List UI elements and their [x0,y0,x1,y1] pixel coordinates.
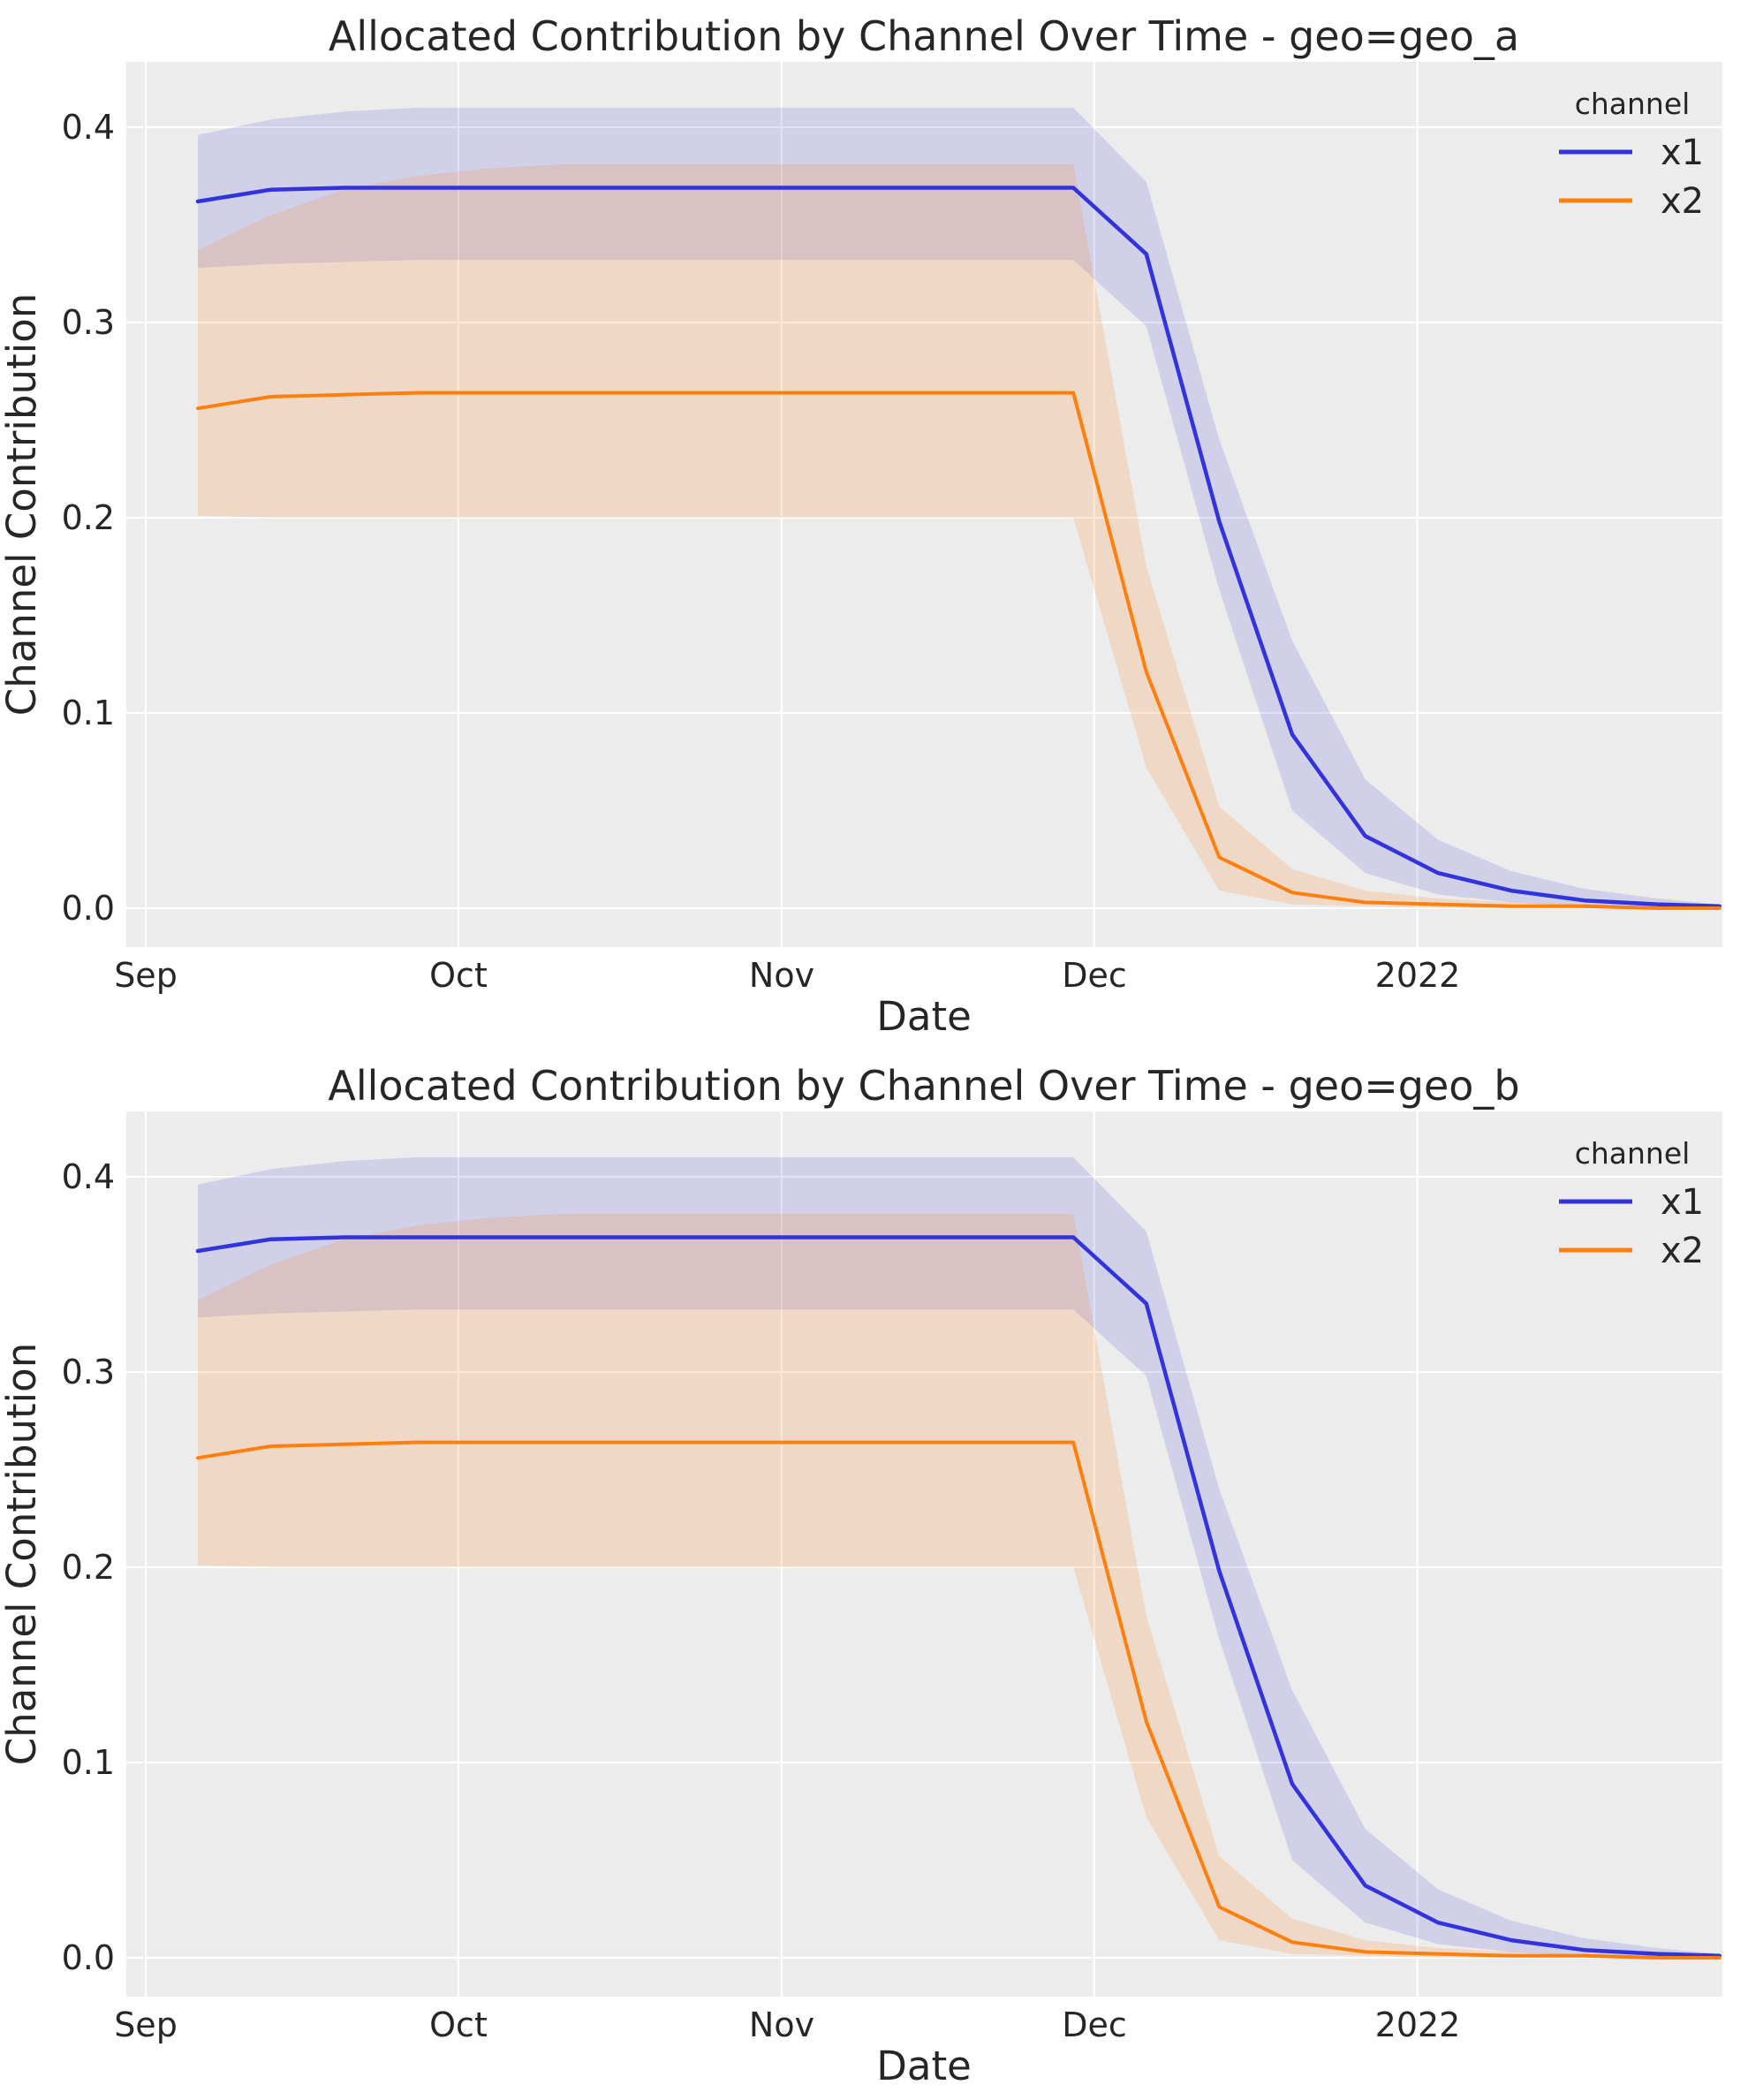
y-tick-label: 0.2 [62,1548,115,1587]
legend-item-x1: x1 [1661,133,1704,173]
y-tick-label: 0.4 [62,1157,115,1196]
y-axis-label: Channel Contribution [0,293,45,716]
x-axis-label: Date [876,993,972,1040]
series-line-x2 [196,1440,1722,1960]
series-line-x1 [195,1235,1722,1959]
y-tick-label: 0.1 [62,694,115,732]
y-tick-label: 0.0 [62,889,115,928]
x-tick-label: Oct [429,2005,488,2044]
legend-item-x2: x2 [1661,181,1704,222]
chart-title: Allocated Contribution by Channel Over T… [329,12,1519,60]
chart-title: Allocated Contribution by Channel Over T… [328,1062,1519,1110]
x-axis-label: Date [876,2043,972,2089]
y-tick-label: 0.3 [62,1353,115,1391]
series-line-x2 [196,390,1722,910]
y-axis-label: Channel Contribution [0,1343,45,1765]
x-tick-label: Nov [749,2005,814,2044]
legend-item-x1: x1 [1661,1182,1704,1223]
x-tick-label: Oct [429,956,488,995]
y-tick-label: 0.2 [62,498,115,537]
legend-title: channel [1575,1136,1691,1171]
plot-area [126,1111,1722,1997]
chart-panel-geo-a: Allocated Contribution by Channel Over T… [0,12,1722,1040]
plot-area [126,62,1722,947]
y-tick-label: 0.3 [62,303,115,342]
contribution-chart-geo-b: Allocated Contribution by Channel Over T… [0,1062,1722,2089]
x-tick-label: Sep [114,2005,178,2044]
y-tick-label: 0.0 [62,1938,115,1977]
confidence-band-x2 [198,164,1720,908]
legend-item-x2: x2 [1661,1231,1704,1271]
x-tick-label: 2022 [1375,2005,1461,2044]
y-tick-label: 0.1 [62,1743,115,1782]
contribution-chart-geo-a: Allocated Contribution by Channel Over T… [0,12,1722,1040]
chart-panel-geo-b: Allocated Contribution by Channel Over T… [0,1050,1748,2099]
series-line-x1 [195,186,1722,909]
y-tick-label: 0.4 [62,108,115,147]
legend-title: channel [1575,87,1691,121]
x-tick-label: Sep [114,956,178,995]
x-tick-label: Dec [1062,2005,1127,2044]
confidence-band-x2 [198,1214,1720,1958]
x-tick-label: 2022 [1375,956,1461,995]
x-tick-label: Dec [1062,956,1127,995]
x-tick-label: Nov [749,956,814,995]
